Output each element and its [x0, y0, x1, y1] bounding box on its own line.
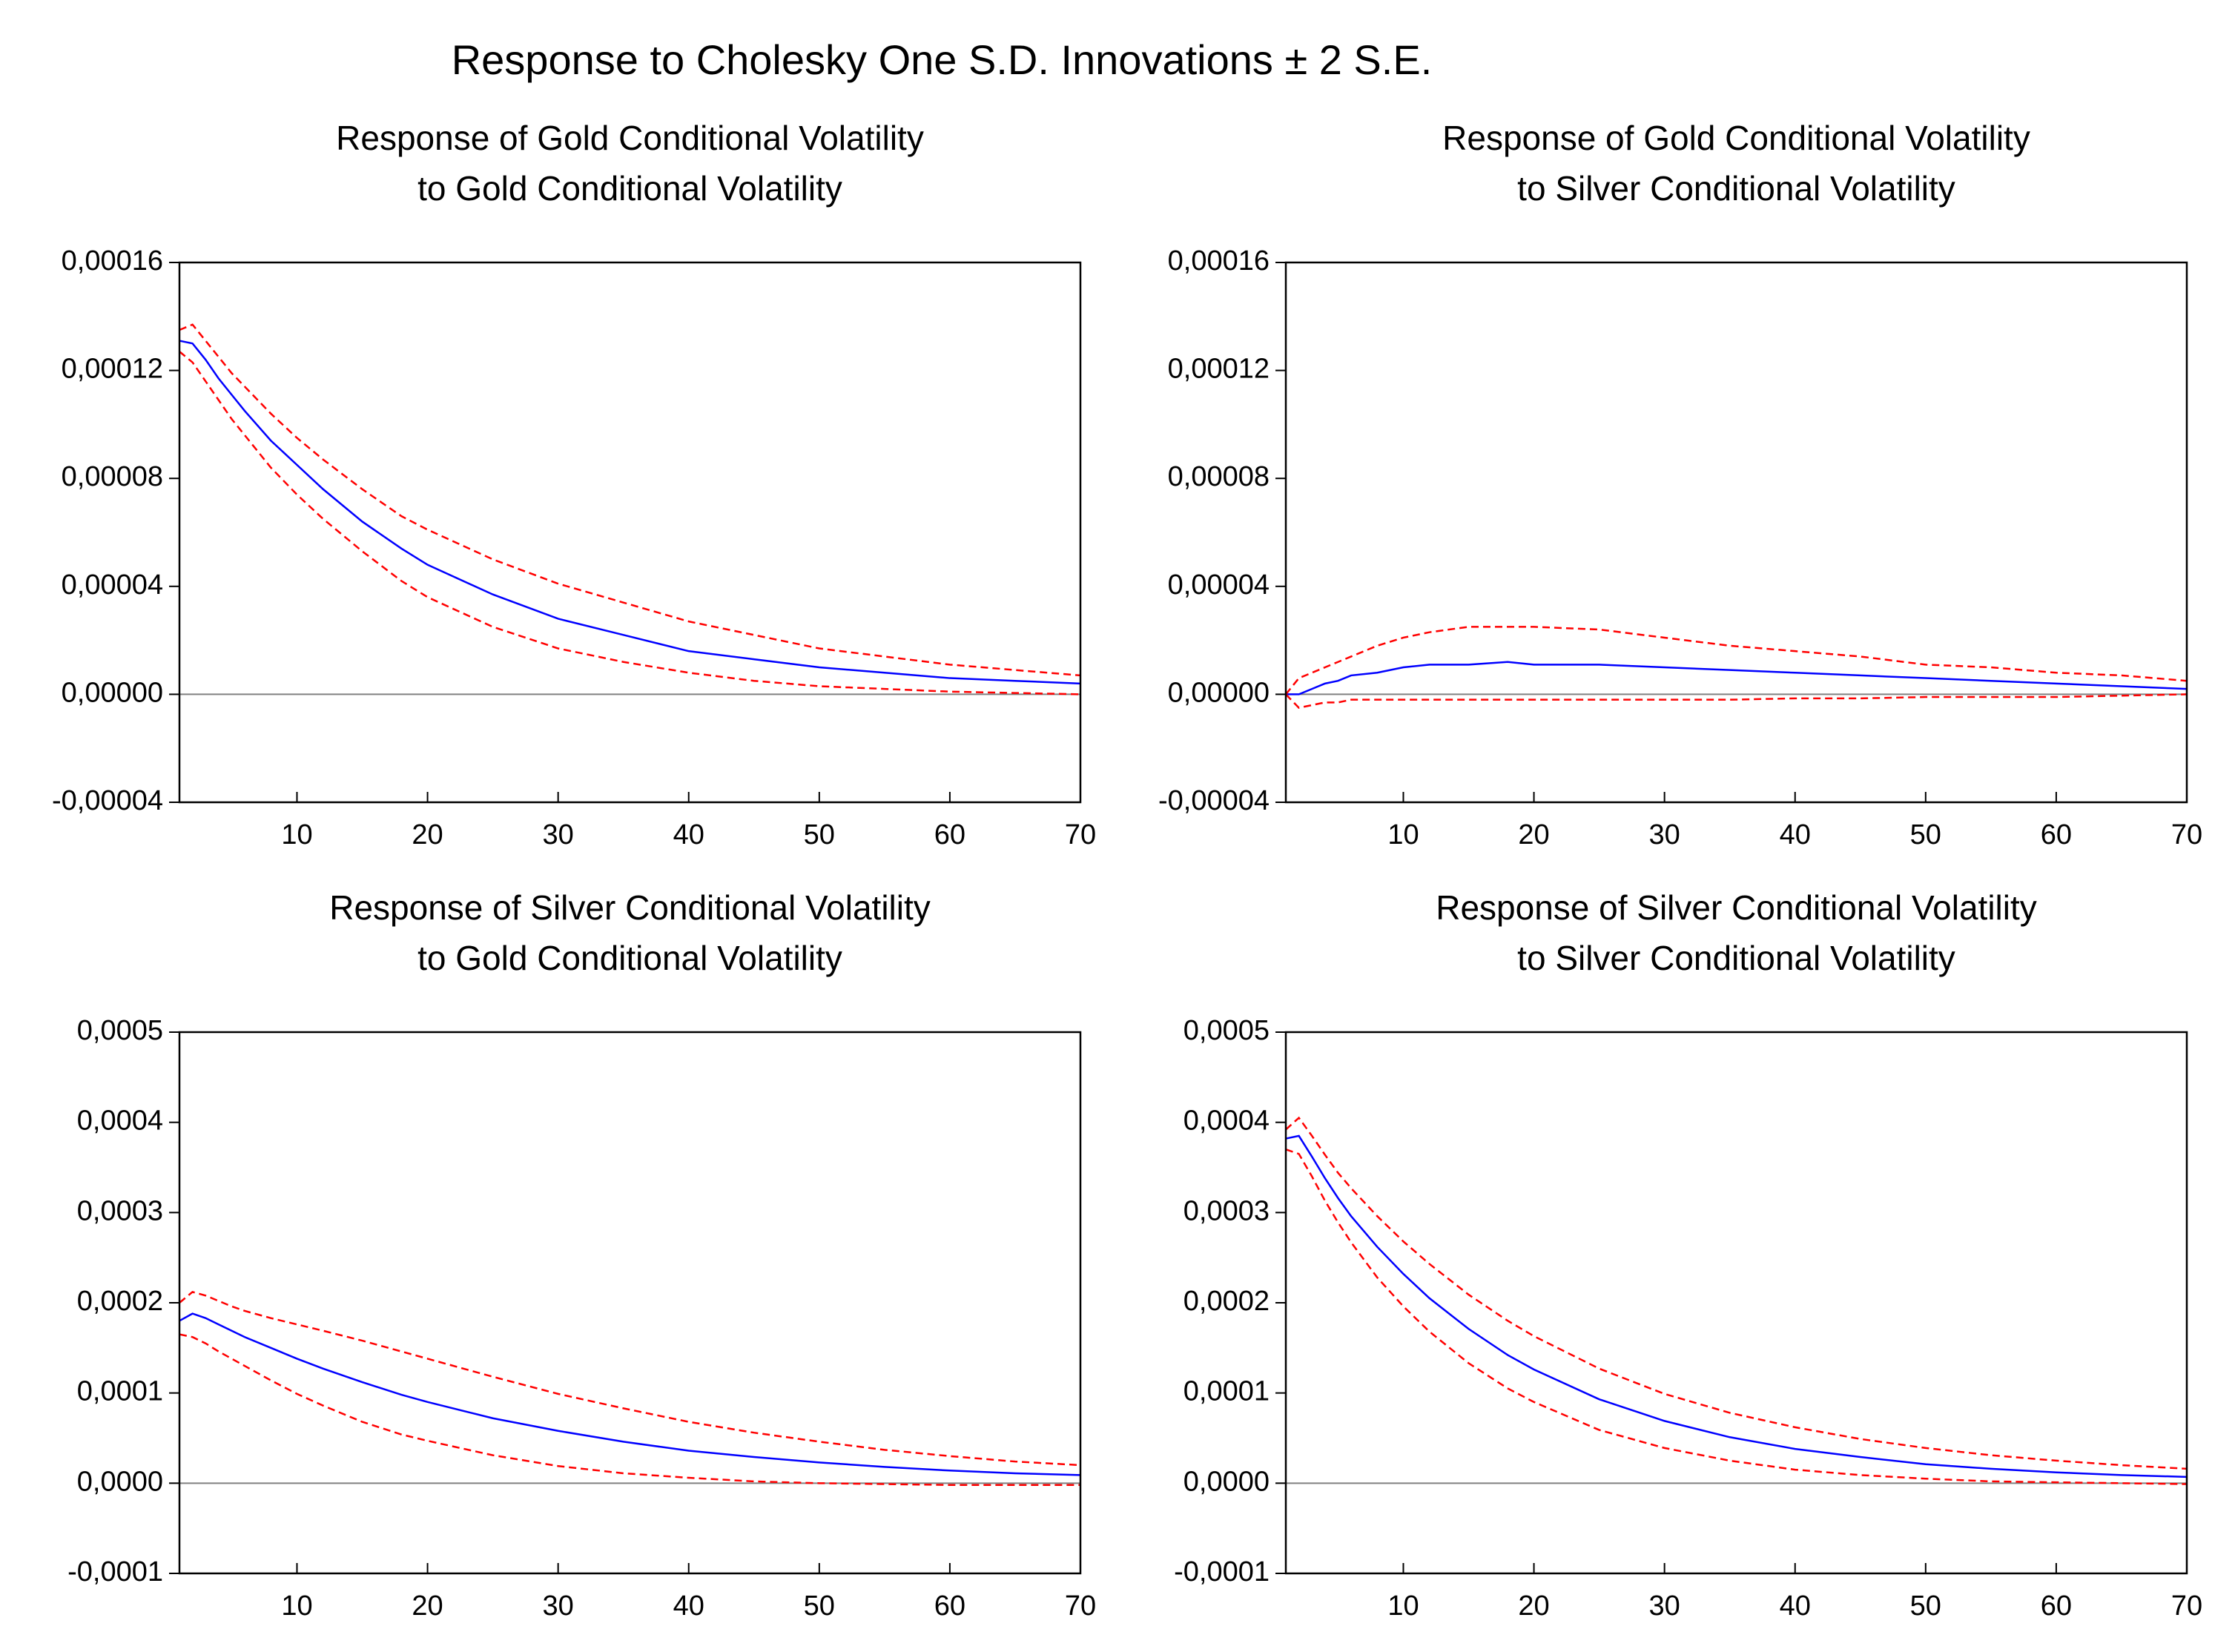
chart-title: to Silver Conditional Volatility: [1517, 939, 1955, 977]
y-tick-label: -0,00004: [1158, 785, 1270, 816]
y-tick-label: 0,0000: [77, 1466, 163, 1497]
chart-title: Response of Gold Conditional Volatility: [1442, 119, 2030, 157]
y-tick-label: 0,00004: [1168, 569, 1270, 601]
y-tick-label: 0,0002: [1183, 1286, 1270, 1317]
x-tick-label: 50: [1910, 1590, 1941, 1622]
x-tick-label: 60: [934, 819, 965, 850]
response-line: [179, 1312, 1081, 1476]
y-tick-label: 0,00008: [62, 461, 163, 492]
x-tick-label: 30: [1649, 819, 1680, 850]
y-tick-label: 0,00004: [62, 569, 163, 601]
y-tick-label: 0,00008: [1168, 461, 1270, 492]
plot-frame: [178, 1031, 1082, 1575]
x-tick-label: 20: [412, 1590, 443, 1622]
x-tick-label: 50: [804, 819, 835, 850]
x-tick-label: 60: [2041, 1590, 2072, 1622]
chart-title: to Gold Conditional Volatility: [417, 169, 842, 208]
x-tick-label: 50: [804, 1590, 835, 1622]
y-tick-label: -0,00004: [52, 785, 163, 816]
x-tick-label: 60: [934, 1590, 965, 1622]
response-line: [1285, 1148, 2188, 1485]
chart-title: Response of Silver Conditional Volatilit…: [1436, 888, 2037, 927]
x-tick-label: 70: [2171, 1590, 2202, 1622]
y-tick-label: 0,00016: [1168, 245, 1270, 277]
x-tick-label: 40: [1780, 1590, 1811, 1622]
response-line: [179, 1333, 1080, 1487]
x-tick-label: 20: [1518, 819, 1549, 850]
y-tick-label: 0,0002: [77, 1286, 163, 1317]
y-tick-label: 0,00012: [62, 354, 163, 385]
x-tick-label: 70: [1065, 819, 1096, 850]
response-line: [1285, 1116, 2188, 1470]
x-tick-label: 40: [673, 819, 704, 850]
response-line: [179, 323, 1081, 677]
y-tick-label: 0,00012: [1168, 354, 1270, 385]
y-tick-label: 0,0005: [77, 1015, 163, 1046]
chart-title: to Gold Conditional Volatility: [417, 939, 842, 977]
y-tick-label: 0,0003: [77, 1195, 163, 1226]
y-tick-label: 0,0004: [1183, 1106, 1270, 1137]
y-tick-label: 0,0005: [1183, 1015, 1270, 1046]
chart-title: Response of Gold Conditional Volatility: [336, 119, 924, 157]
y-tick-label: -0,0001: [1174, 1556, 1270, 1587]
plot-frame: [1284, 1031, 2188, 1575]
x-tick-label: 10: [1387, 819, 1419, 850]
x-tick-label: 60: [2041, 819, 2072, 850]
x-tick-label: 40: [673, 1590, 704, 1622]
y-tick-label: 0,0001: [77, 1376, 163, 1407]
y-tick-label: -0,0001: [67, 1556, 163, 1587]
y-tick-label: 0,0004: [77, 1106, 163, 1137]
chart-title: to Silver Conditional Volatility: [1517, 169, 1955, 208]
response-line: [179, 1291, 1081, 1467]
y-tick-label: 0,00000: [62, 677, 163, 708]
y-tick-label: 0,0003: [1183, 1195, 1270, 1226]
y-tick-label: 0,0000: [1183, 1466, 1270, 1497]
x-tick-label: 10: [1387, 1590, 1419, 1622]
chart-title: Response of Silver Conditional Volatilit…: [329, 888, 931, 927]
x-tick-label: 20: [412, 819, 443, 850]
y-tick-label: 0,00000: [1168, 677, 1270, 708]
x-tick-label: 70: [2171, 819, 2202, 850]
figure-title: Response to Cholesky One S.D. Innovation…: [452, 36, 1433, 83]
x-tick-label: 10: [281, 819, 312, 850]
x-tick-label: 30: [1649, 1590, 1680, 1622]
response-line: [179, 351, 1081, 696]
x-tick-label: 20: [1518, 1590, 1549, 1622]
x-tick-label: 30: [543, 1590, 574, 1622]
response-line: [1286, 661, 2188, 696]
response-line: [1285, 693, 2188, 709]
response-line: [1285, 1134, 2188, 1478]
response-line: [1285, 626, 2188, 696]
x-tick-label: 10: [281, 1590, 312, 1622]
x-tick-label: 50: [1910, 819, 1941, 850]
plot-frame: [1284, 261, 2188, 804]
x-tick-label: 30: [543, 819, 574, 850]
y-tick-label: 0,0001: [1183, 1376, 1270, 1407]
x-tick-label: 70: [1065, 1590, 1096, 1622]
y-tick-label: 0,00016: [62, 245, 163, 277]
plot-frame: [178, 261, 1082, 804]
response-line: [179, 340, 1081, 685]
x-tick-label: 40: [1780, 819, 1811, 850]
